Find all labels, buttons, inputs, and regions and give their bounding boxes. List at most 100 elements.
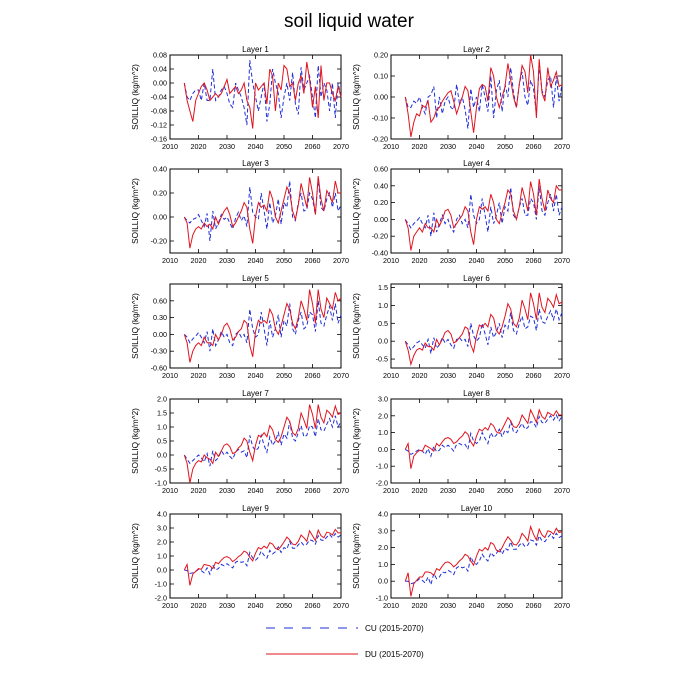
x-tick-label: 2070 xyxy=(333,142,349,151)
x-tick-label: 2020 xyxy=(191,486,207,495)
y-tick-label: 0.60 xyxy=(153,296,167,305)
chart-title: soil liquid water xyxy=(284,11,415,32)
series-du-line xyxy=(404,292,563,367)
x-tick-label: 2010 xyxy=(383,601,399,610)
y-tick-label: -0.5 xyxy=(155,465,167,474)
y-tick-label: 0.00 xyxy=(153,79,167,88)
y-tick-label: 1.5 xyxy=(157,409,167,418)
panel-3: Layer 3 SOILLIQ (kg/m^2) 0.40 0.20 0.00 -0.20… xyxy=(131,159,349,265)
plot-frame xyxy=(169,283,342,369)
y-tick-label: 0.00 xyxy=(374,215,388,224)
y-tick-label: 2.0 xyxy=(157,395,167,404)
y-tick-label: 1.0 xyxy=(378,560,388,569)
y-tick-label: -0.20 xyxy=(372,135,388,144)
x-tick-label: 2060 xyxy=(305,601,321,610)
x-tick-label: 2030 xyxy=(440,142,456,151)
y-tick-label: 0.08 xyxy=(153,51,167,60)
x-tick-label: 2010 xyxy=(162,601,178,610)
panel-title: Layer 9 xyxy=(242,504,269,513)
y-tick-label: 0.00 xyxy=(374,93,388,102)
series-cu-line xyxy=(183,415,342,467)
y-tick-label: 0.40 xyxy=(374,181,388,190)
panel-title: Layer 7 xyxy=(242,389,269,398)
y-axis-label: SOILLIQ (kg/m^2) xyxy=(131,178,140,244)
y-tick-label: 1.0 xyxy=(378,428,388,437)
y-tick-label: 3.0 xyxy=(378,526,388,535)
x-tick-label: 2020 xyxy=(412,142,428,151)
y-tick-label: 0.5 xyxy=(157,437,167,446)
x-tick-label: 2040 xyxy=(469,256,485,265)
y-tick-label: 0.0 xyxy=(378,337,388,346)
series-cu-line xyxy=(405,413,563,458)
x-tick-label: 2060 xyxy=(305,256,321,265)
y-tick-label: 0.60 xyxy=(374,165,388,174)
x-tick-label: 2020 xyxy=(191,601,207,610)
y-tick-label: 4.0 xyxy=(157,510,167,519)
y-tick-label: -0.12 xyxy=(151,121,167,130)
legend-cu-label: CU (2015-2070) xyxy=(365,624,424,633)
x-tick-label: 2060 xyxy=(305,371,321,380)
y-tick-label: 0.00 xyxy=(153,330,167,339)
panel-title: Layer 10 xyxy=(461,504,493,513)
y-tick-label: -0.30 xyxy=(151,347,167,356)
series-cu-line xyxy=(184,532,342,576)
x-tick-label: 2060 xyxy=(305,142,321,151)
x-tick-label: 2070 xyxy=(333,601,349,610)
series-du-line xyxy=(404,54,563,137)
y-tick-label: -0.20 xyxy=(151,237,167,246)
plot-frame xyxy=(169,398,342,484)
x-tick-label: 2050 xyxy=(276,142,292,151)
x-tick-label: 2040 xyxy=(469,142,485,151)
panel-8: Layer 8 SOILLIQ (kg/m^2) 3.0 2.0 1.0 0.0 -1.0 -… xyxy=(352,389,570,495)
y-tick-label: 0.20 xyxy=(374,51,388,60)
x-tick-label: 2030 xyxy=(440,601,456,610)
y-axis-label: SOILLIQ (kg/m^2) xyxy=(131,523,140,589)
x-tick-label: 2030 xyxy=(219,371,235,380)
panel-title: Layer 3 xyxy=(242,159,269,168)
x-tick-label: 2050 xyxy=(497,601,513,610)
y-tick-label: 3.0 xyxy=(157,524,167,533)
y-axis-label: SOILLIQ (kg/m^2) xyxy=(131,408,140,474)
x-tick-label: 2020 xyxy=(412,371,428,380)
x-tick-label: 2050 xyxy=(276,486,292,495)
series-du-line xyxy=(183,404,342,484)
y-axis-label: SOILLIQ (kg/m^2) xyxy=(131,64,140,130)
y-tick-label: 2.0 xyxy=(378,543,388,552)
x-tick-label: 2020 xyxy=(412,486,428,495)
panel-1: Layer 1 SOILLIQ (kg/m^2) 0.08 0.04 0.00 -0.04… xyxy=(131,45,349,151)
panel-10: Layer 10 SOILLIQ (kg/m^2) 4.0 3.0 2.0 1.0 0.0 -… xyxy=(352,504,570,610)
y-tick-label: -0.04 xyxy=(151,93,167,102)
x-tick-label: 2020 xyxy=(191,256,207,265)
y-tick-label: 0.5 xyxy=(378,319,388,328)
panel-title: Layer 8 xyxy=(463,389,490,398)
x-tick-label: 2010 xyxy=(162,142,178,151)
x-tick-label: 2070 xyxy=(554,486,570,495)
x-tick-label: 2050 xyxy=(497,142,513,151)
x-tick-label: 2070 xyxy=(554,371,570,380)
y-tick-label: 4.0 xyxy=(378,510,388,519)
x-tick-label: 2060 xyxy=(305,486,321,495)
series-du-line xyxy=(404,524,563,597)
y-tick-label: 0.20 xyxy=(153,189,167,198)
panel-title: Layer 5 xyxy=(242,274,269,283)
y-tick-label: -0.40 xyxy=(372,249,388,258)
y-tick-label: 2.0 xyxy=(157,538,167,547)
y-tick-label: -0.16 xyxy=(151,135,167,144)
y-tick-label: 0.04 xyxy=(153,65,167,74)
x-tick-label: 2010 xyxy=(383,371,399,380)
series-cu-line xyxy=(405,532,563,587)
legend: CU (2015-2070) DU (2015-2070) xyxy=(266,624,424,659)
series-du-line xyxy=(404,179,562,251)
y-tick-label: 2.0 xyxy=(378,411,388,420)
x-tick-label: 2070 xyxy=(333,486,349,495)
x-tick-label: 2010 xyxy=(162,256,178,265)
x-tick-label: 2010 xyxy=(383,486,399,495)
y-tick-label: 1.0 xyxy=(157,552,167,561)
x-tick-label: 2070 xyxy=(554,142,570,151)
y-tick-label: -0.5 xyxy=(376,355,388,364)
panel-title: Layer 4 xyxy=(463,159,490,168)
x-tick-label: 2040 xyxy=(469,601,485,610)
x-tick-label: 2040 xyxy=(469,486,485,495)
x-tick-label: 2040 xyxy=(248,142,264,151)
panel-5: Layer 5 SOILLIQ (kg/m^2) 0.60 0.30 0.00 -0.30… xyxy=(131,274,349,380)
